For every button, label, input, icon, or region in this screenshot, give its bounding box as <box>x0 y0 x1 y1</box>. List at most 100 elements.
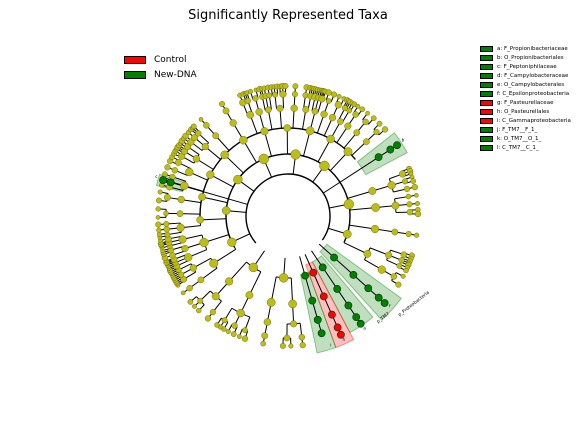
taxon-node <box>206 170 215 179</box>
taxon-node <box>163 221 170 227</box>
taxon-node <box>355 103 361 109</box>
taxon-node <box>265 106 272 114</box>
clade-legend-label: i: C_Gammaproteobacteria <box>497 117 571 124</box>
clade-legend-item: f: C_Epsilonproteobacteria <box>480 89 571 98</box>
significant-node <box>317 329 326 338</box>
branch <box>333 257 354 276</box>
significant-node <box>159 176 167 185</box>
taxon-node <box>155 215 161 220</box>
taxon-node <box>185 167 194 177</box>
taxon-node <box>162 171 168 178</box>
taxon-node <box>221 317 228 324</box>
taxon-node <box>199 237 209 248</box>
significant-node <box>349 270 358 279</box>
clade-legend-swatch <box>480 117 493 124</box>
taxon-node <box>370 115 377 122</box>
taxon-node <box>385 251 393 259</box>
clade-legend-swatch <box>480 63 493 70</box>
taxon-node <box>198 117 204 122</box>
taxon-node <box>272 91 278 98</box>
taxon-node <box>311 108 319 115</box>
taxon-node <box>230 331 237 338</box>
taxon-node <box>195 130 202 137</box>
taxon-node <box>298 334 306 341</box>
taxon-node <box>191 134 198 142</box>
clade-legend-item: h: O_Pasteurellales <box>480 107 571 116</box>
taxon-node <box>343 147 353 157</box>
legend-item-newdna: New-DNA <box>124 67 197 82</box>
clade-legend-swatch <box>480 99 493 106</box>
significant-node <box>309 268 318 277</box>
taxon-node <box>197 276 205 284</box>
branch <box>248 271 262 296</box>
taxon-node <box>391 228 399 236</box>
taxon-node <box>239 135 248 145</box>
taxon-node <box>156 231 162 237</box>
taxon-node <box>184 253 193 262</box>
clade-legend-item: b: O_Propionibacteriales <box>480 53 571 62</box>
branch <box>312 272 325 297</box>
taxon-node <box>400 273 406 279</box>
taxon-node <box>225 329 231 334</box>
taxon-node <box>279 342 286 349</box>
taxon-node <box>343 199 354 210</box>
significant-node <box>319 292 328 301</box>
taxon-node <box>341 105 349 112</box>
taxon-node <box>181 244 189 253</box>
taxon-node <box>197 297 204 304</box>
clade-legend-item: k: O_TM7__O_1_ <box>480 134 571 143</box>
clade-legend-label: a: F_Propionibacteriaceae <box>497 45 568 52</box>
significant-node <box>336 330 345 339</box>
band-marker: a <box>363 326 366 331</box>
taxon-node <box>192 155 201 163</box>
significant-node <box>380 299 389 307</box>
taxon-node <box>319 160 330 171</box>
taxon-node <box>363 250 372 258</box>
clade-legend-swatch <box>480 108 493 115</box>
taxon-node <box>244 97 251 104</box>
taxon-node <box>233 174 243 185</box>
taxon-node <box>406 208 414 216</box>
taxon-node <box>290 104 298 112</box>
taxon-node <box>328 113 337 122</box>
taxon-node <box>177 271 185 278</box>
branch <box>322 156 379 194</box>
taxon-node <box>180 181 189 190</box>
group-legend: Control New-DNA <box>124 52 197 82</box>
taxon-node <box>155 221 162 228</box>
clade-legend-swatch <box>480 72 493 79</box>
taxon-node <box>177 195 185 204</box>
branch <box>224 154 244 174</box>
taxon-node <box>245 291 254 299</box>
taxon-nodes <box>155 82 422 349</box>
branch <box>200 218 227 221</box>
taxon-node <box>331 91 338 98</box>
taxon-node <box>261 332 269 340</box>
clade-legend-label: e: O_Campylobacterales <box>497 81 565 88</box>
clade-legend-swatch <box>480 45 493 52</box>
significant-node <box>166 178 175 187</box>
clade-legend-swatch <box>480 144 493 151</box>
taxon-node <box>236 308 245 318</box>
significant-node <box>318 263 327 272</box>
taxon-node <box>255 108 263 116</box>
taxon-node <box>198 193 206 201</box>
taxon-node <box>403 267 409 274</box>
taxon-node <box>414 232 420 238</box>
taxon-node <box>258 153 269 165</box>
taxon-node <box>400 251 407 258</box>
band-marker: b <box>402 137 405 142</box>
significant-node <box>308 296 317 305</box>
band-marker: i <box>330 342 331 347</box>
taxon-node <box>221 206 231 215</box>
clade-legend-label: b: O_Propionibacteriales <box>497 54 564 61</box>
clade-legend-swatch <box>480 135 493 142</box>
band-marker: f <box>389 304 391 309</box>
taxon-node <box>209 258 219 268</box>
taxon-node <box>204 315 212 322</box>
branch <box>290 277 294 304</box>
taxon-node <box>390 273 398 280</box>
taxon-node <box>370 224 380 234</box>
taxon-node <box>325 98 332 104</box>
taxon-node <box>276 104 284 112</box>
